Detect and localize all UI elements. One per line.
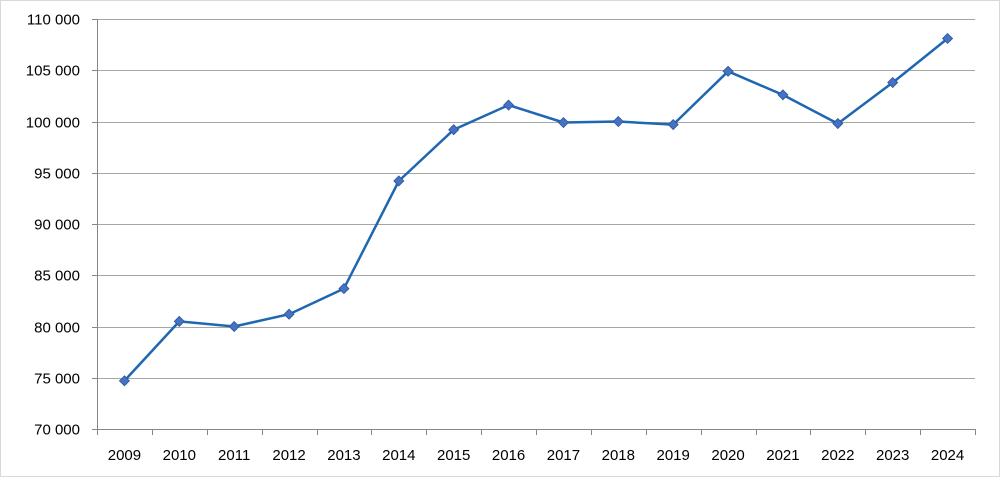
data-point-2015 bbox=[448, 124, 460, 136]
x-tick-label-2018: 2018 bbox=[602, 447, 635, 464]
data-point-2011 bbox=[228, 320, 240, 333]
data-point-2021 bbox=[777, 89, 789, 101]
data-point-2019 bbox=[667, 119, 679, 131]
x-tick-label-2019: 2019 bbox=[657, 447, 690, 464]
data-point-2022 bbox=[832, 117, 844, 130]
x-tick-label-2015: 2015 bbox=[437, 447, 470, 464]
data-point-2014 bbox=[393, 175, 405, 187]
x-tick-label-2013: 2013 bbox=[327, 447, 360, 464]
data-point-2024 bbox=[941, 32, 954, 45]
x-tick-label-2023: 2023 bbox=[876, 447, 909, 464]
x-tick-label-2012: 2012 bbox=[272, 447, 305, 464]
x-tick-label-2010: 2010 bbox=[163, 447, 196, 464]
data-point-2016 bbox=[502, 99, 515, 111]
gridlines bbox=[97, 19, 975, 379]
data-point-2017 bbox=[557, 116, 570, 129]
x-tick-label-2017: 2017 bbox=[547, 447, 580, 464]
y-tick-label: 90 000 bbox=[34, 217, 80, 234]
y-tick-label: 95 000 bbox=[34, 166, 80, 183]
y-tick-label: 80 000 bbox=[34, 320, 80, 337]
data-point-2020 bbox=[722, 65, 734, 77]
x-tick-label-2011: 2011 bbox=[218, 447, 250, 464]
series-group bbox=[118, 32, 954, 387]
x-tick-label-2021: 2021 bbox=[766, 447, 799, 464]
x-tick-label-2009: 2009 bbox=[108, 447, 141, 464]
y-axis-tick-labels: 70 000 75 000 80 000 85 000 90 000 95 000 100 … bbox=[26, 12, 80, 439]
y-tick-label: 105 000 bbox=[26, 63, 80, 80]
data-point-2018 bbox=[612, 115, 624, 128]
y-tick-label: 75 000 bbox=[34, 371, 80, 388]
data-point-2023 bbox=[887, 76, 899, 89]
x-tick-label-2022: 2022 bbox=[821, 447, 854, 464]
x-tick-label-2016: 2016 bbox=[492, 447, 525, 464]
axes bbox=[92, 19, 976, 435]
data-point-2012 bbox=[283, 308, 295, 320]
y-tick-label: 110 000 bbox=[27, 12, 80, 29]
y-tick-label: 70 000 bbox=[34, 422, 80, 439]
y-tick-label: 100 000 bbox=[26, 115, 80, 132]
y-tick-label: 85 000 bbox=[34, 268, 80, 285]
series-line bbox=[123, 37, 949, 382]
data-point-2013 bbox=[338, 283, 350, 295]
data-point-2010 bbox=[173, 315, 185, 327]
x-tick-label-2024: 2024 bbox=[931, 447, 964, 464]
x-tick-label-2014: 2014 bbox=[382, 447, 415, 464]
x-tick-label-2020: 2020 bbox=[711, 447, 744, 464]
data-point-2009 bbox=[118, 375, 131, 387]
x-axis-tick-labels: 2009 2010 2011 2012 2013 2014 2015 2016 2017 2018… bbox=[108, 447, 965, 464]
